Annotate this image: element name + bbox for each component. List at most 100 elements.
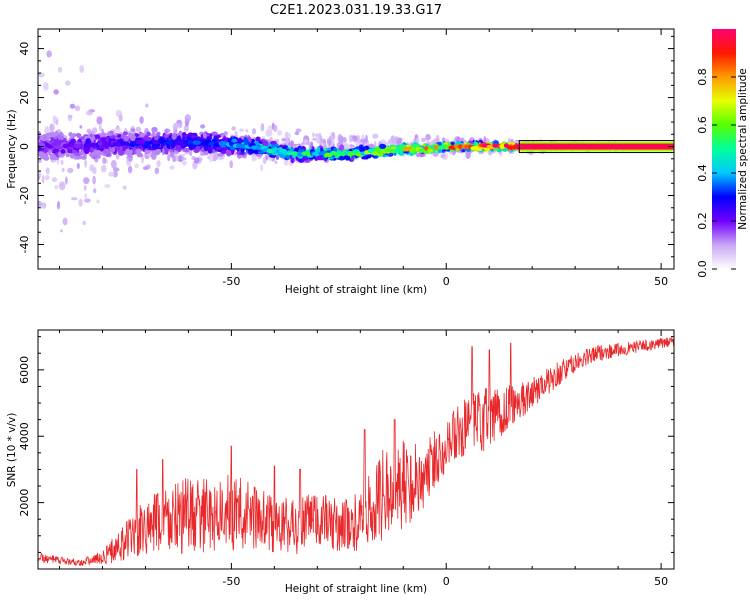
spectrogram-noise-cell [320,138,326,143]
spectrogram-marks [38,50,674,233]
spectrogram-band-cell [134,133,140,138]
spectrogram-noise-cell [343,143,350,149]
spectrogram-noise-cell [183,124,189,132]
spectrogram-noise-cell [110,159,117,169]
spectrogram-noise-cell [118,114,123,122]
spectrogram-noise-cell [82,220,87,226]
spectrogram-noise-cell [49,123,55,132]
spectrogram-noise-cell [142,166,149,171]
spectrogram-noise-cell [44,174,50,181]
figure-title: C2E1.2023.031.19.33.G17 [270,3,442,18]
spectrogram-noise-cell [134,163,139,169]
spectrogram-noise-cell [181,161,187,166]
spectrogram-band-cell [105,136,110,143]
spectrogram-noise-cell [283,158,289,166]
spectrogram-noise-cell [51,177,58,183]
spectrogram-noise-cell [180,153,186,157]
spectrogram-band-cell [151,126,158,133]
spectrogram-noise-cell [44,125,50,135]
spectrogram-noise-cell [69,103,76,109]
spectrogram-noise-cell [112,167,120,172]
spectrogram-noise-cell [57,200,60,210]
spectrogram-noise-cell [180,157,187,161]
spectrogram-ridge-cell [427,148,434,153]
spectrogram-x-tick-label: 0 [443,275,450,288]
spectrogram-band-cell [175,144,182,151]
spectrogram-noise-cell [127,161,132,166]
spectrogram-band-cell [71,149,76,153]
spectrogram-noise-cell [114,126,121,133]
spectrogram-band-cell [275,154,280,160]
spectrogram-band-cell [290,157,295,164]
spectrogram-band-cell [89,133,93,138]
snr-x-tick-label: -50 [222,575,240,588]
colorbar-tick-label: 0.6 [696,116,709,134]
spectrogram-noise-cell [352,136,358,143]
spectrogram-noise-cell [83,184,87,191]
spectrogram-noise-cell [45,167,50,175]
spectrogram-band-cell [195,145,201,152]
spectrogram-noise-cell [86,110,93,116]
spectrogram-noise-cell [328,137,332,141]
spectrogram-band-cell [68,132,73,137]
spectrogram-noise-cell [281,137,287,142]
spectrogram-noise-cell [396,139,401,146]
spectrogram-x-label: Height of straight line (km) [285,284,427,296]
spectrogram-noise-cell [200,124,206,129]
spectrogram-noise-cell [295,128,302,133]
spectrogram-band-cell [437,142,442,146]
spectrogram-noise-cell [57,66,63,73]
spectrogram-noise-cell [284,131,289,140]
spectrogram-band-cell [243,137,249,145]
colorbar-tick-label: 0.4 [696,164,709,182]
spectrogram-noise-cell [231,126,237,131]
spectrogram-noise-cell [365,134,368,144]
spectrogram-noise-cell [74,105,81,111]
spectrogram-ridge-cell [410,147,418,152]
snr-panel: -50 0 50 2000 4000 6000 Height of straight li… [6,329,675,595]
spectrogram-noise-cell [65,80,71,86]
spectrogram-band-cell [83,147,90,154]
spectrogram-ridge-core [519,143,674,150]
spectrogram-noise-cell [112,171,118,178]
spectrogram-noise-cell [92,175,96,185]
spectrogram-panel: -50 0 50 40 20 0 -20 -40 Height of straight lin… [6,28,675,296]
spectrogram-noise-cell [312,132,315,138]
spectrogram-noise-cell [104,183,111,189]
spectrogram-noise-cell [139,116,144,124]
spectrogram-band-cell [125,148,131,156]
spectrogram-noise-cell [76,163,80,169]
spectrogram-band-cell [117,149,125,156]
spectrogram-band-cell [96,152,102,156]
spectrogram-noise-cell [96,116,103,125]
spectrogram-ridge-cell [192,140,202,145]
spectrogram-band-cell [202,132,207,139]
spectrogram-band-cell [103,148,110,155]
spectrogram-noise-cell [290,140,294,148]
spectrogram-noise-cell [251,154,256,162]
snr-y-tick-label: 4000 [18,422,31,450]
spectrogram-ticks: -50 0 50 40 20 0 -20 -40 [18,29,674,288]
spectrogram-noise-cell [38,200,42,207]
spectrogram-band-cell [88,152,96,157]
spectrogram-band-cell [130,128,135,133]
spectrogram-band-cell [209,133,213,140]
spectrogram-band-cell [49,153,55,161]
spectrogram-y-tick-label: 40 [18,42,31,56]
spectrogram-noise-cell [78,199,84,207]
spectrogram-band-cell [207,147,213,154]
spectrogram-band-cell [182,131,187,138]
spectrogram-noise-cell [68,117,72,122]
spectrogram-band-cell [338,155,344,161]
colorbar-gradient [712,29,736,269]
spectrogram-noise-cell [178,121,183,129]
spectrogram-noise-cell [354,141,361,146]
snr-y-tick-label: 6000 [18,356,31,384]
spectrogram-band-cell [146,131,151,137]
spectrogram-band-cell [217,153,224,157]
snr-marks [38,337,674,567]
spectrogram-band-cell [298,149,304,153]
spectrogram-noise-cell [41,202,47,209]
spectrogram-band-cell [255,153,263,157]
